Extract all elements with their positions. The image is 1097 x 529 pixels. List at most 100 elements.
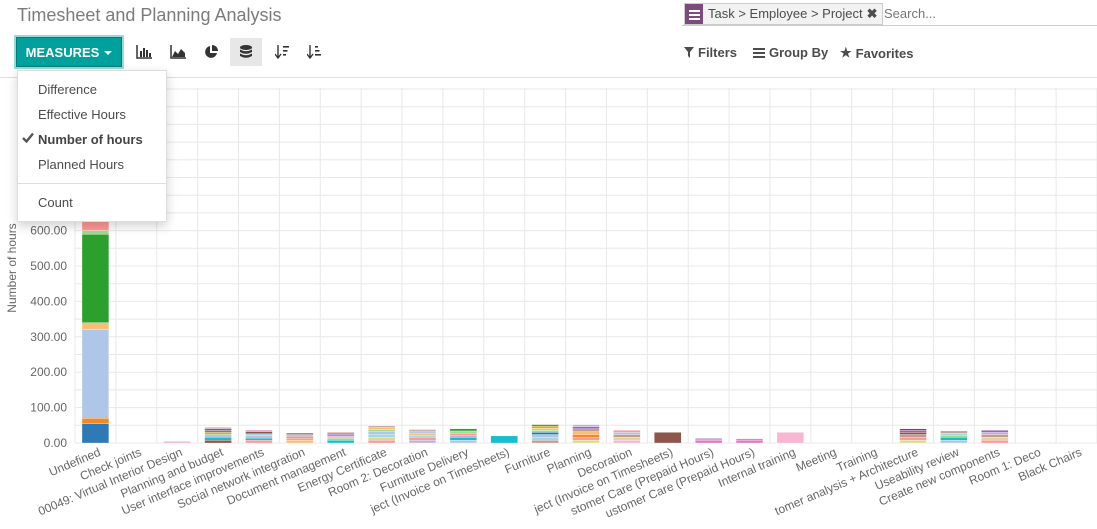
bar-segment[interactable] bbox=[81, 230, 110, 235]
bar-segment[interactable] bbox=[408, 437, 437, 441]
bar-segment[interactable] bbox=[204, 430, 232, 433]
bar-segment[interactable] bbox=[899, 437, 927, 441]
bar-segment[interactable] bbox=[286, 434, 314, 437]
bar-segment[interactable] bbox=[981, 430, 1009, 433]
bar-segment[interactable] bbox=[735, 440, 764, 444]
bar-segment[interactable] bbox=[81, 322, 110, 330]
bar-segment[interactable] bbox=[204, 428, 232, 431]
bar-segment[interactable] bbox=[613, 434, 641, 438]
pie-chart-button[interactable] bbox=[195, 38, 227, 66]
bar-segment[interactable] bbox=[613, 437, 641, 441]
bar-segment[interactable] bbox=[572, 424, 600, 427]
bar-segment[interactable] bbox=[654, 432, 682, 444]
bar-segment[interactable] bbox=[368, 440, 396, 444]
bar-segment[interactable] bbox=[368, 429, 396, 432]
bar-segment[interactable] bbox=[572, 428, 600, 432]
bar-segment[interactable] bbox=[81, 233, 110, 323]
bar-segment[interactable] bbox=[368, 434, 396, 438]
bar-segment[interactable] bbox=[81, 418, 110, 424]
measure-item-effective-hours[interactable]: Effective Hours bbox=[18, 103, 166, 125]
bar-segment[interactable] bbox=[940, 437, 968, 441]
bar-segment[interactable] bbox=[531, 440, 559, 444]
bar-segment[interactable] bbox=[204, 427, 232, 429]
measure-item-count[interactable]: Count bbox=[18, 191, 166, 213]
bar-segment[interactable] bbox=[245, 437, 273, 441]
bar-segment[interactable] bbox=[572, 440, 600, 444]
bar-segment[interactable] bbox=[531, 437, 559, 441]
bar-segment[interactable] bbox=[449, 440, 477, 444]
bar-segment[interactable] bbox=[245, 435, 273, 439]
bar-segment[interactable] bbox=[81, 329, 110, 419]
bar-segment[interactable] bbox=[368, 427, 396, 430]
bar-segment[interactable] bbox=[204, 432, 232, 435]
measure-item-number-of-hours[interactable]: Number of hours bbox=[18, 128, 166, 150]
bar-segment[interactable] bbox=[899, 434, 927, 438]
bar-segment[interactable] bbox=[286, 440, 314, 444]
bar-segment[interactable] bbox=[245, 433, 273, 437]
bar-segment[interactable] bbox=[776, 432, 804, 444]
bar-segment[interactable] bbox=[81, 423, 110, 444]
favorites-button[interactable]: ★ Favorites bbox=[840, 45, 913, 61]
bar-segment[interactable] bbox=[408, 440, 437, 444]
stacked-toggle-button[interactable] bbox=[230, 38, 262, 66]
bar-segment[interactable] bbox=[368, 431, 396, 435]
line-chart-button[interactable] bbox=[162, 38, 194, 66]
bar-segment[interactable] bbox=[327, 435, 355, 439]
bar-segment[interactable] bbox=[327, 432, 355, 435]
bar-segment[interactable] bbox=[613, 430, 641, 433]
bar-segment[interactable] bbox=[163, 441, 191, 444]
bar-segment[interactable] bbox=[327, 437, 355, 441]
bar-segment[interactable] bbox=[449, 428, 477, 432]
bar-segment[interactable] bbox=[940, 432, 968, 436]
bar-segment[interactable] bbox=[449, 437, 477, 441]
bar-segment[interactable] bbox=[981, 440, 1009, 444]
facet-remove-icon[interactable]: ✖ bbox=[866, 6, 878, 21]
bar-segment[interactable] bbox=[531, 432, 559, 435]
bar-segment[interactable] bbox=[245, 440, 273, 444]
bar-segment[interactable] bbox=[449, 435, 477, 438]
bar-segment[interactable] bbox=[572, 426, 600, 429]
bar-segment[interactable] bbox=[286, 432, 314, 435]
groupby-button[interactable]: Group By bbox=[753, 45, 828, 60]
bar-segment[interactable] bbox=[408, 430, 437, 434]
sort-descending-button[interactable] bbox=[266, 38, 298, 66]
bar-segment[interactable] bbox=[899, 428, 927, 431]
bar-segment[interactable] bbox=[531, 424, 559, 427]
groupby-facet[interactable]: Task > Employee > Project ✖ bbox=[684, 3, 883, 25]
bar-segment[interactable] bbox=[408, 432, 437, 436]
bar-segment[interactable] bbox=[245, 430, 273, 432]
bar-segment[interactable] bbox=[981, 434, 1009, 438]
bar-segment[interactable] bbox=[899, 440, 927, 444]
bar-segment[interactable] bbox=[531, 425, 559, 429]
bar-segment[interactable] bbox=[531, 427, 559, 431]
bar-segment[interactable] bbox=[531, 434, 559, 438]
search-bar[interactable]: Task > Employee > Project ✖ bbox=[682, 3, 1097, 26]
bar-segment[interactable] bbox=[940, 430, 968, 434]
bar-segment[interactable] bbox=[940, 435, 968, 438]
bar-segment[interactable] bbox=[572, 431, 600, 435]
filters-button[interactable]: Filters bbox=[684, 45, 737, 60]
bar-segment[interactable] bbox=[899, 432, 927, 435]
bar-segment[interactable] bbox=[368, 437, 396, 441]
bar-segment[interactable] bbox=[695, 440, 723, 444]
bar-segment[interactable] bbox=[490, 435, 518, 444]
bar-segment[interactable] bbox=[695, 437, 723, 441]
bar-segment[interactable] bbox=[245, 431, 273, 434]
bar-segment[interactable] bbox=[940, 440, 968, 444]
measure-item-difference[interactable]: Difference bbox=[18, 78, 166, 100]
bar-segment[interactable] bbox=[204, 440, 232, 444]
bar-segment[interactable] bbox=[204, 434, 232, 438]
sort-ascending-button[interactable] bbox=[298, 38, 330, 66]
bar-segment[interactable] bbox=[327, 440, 355, 444]
bar-chart-button[interactable] bbox=[128, 38, 160, 66]
bar-segment[interactable] bbox=[449, 432, 477, 436]
bar-segment[interactable] bbox=[613, 440, 641, 444]
bar-segment[interactable] bbox=[899, 430, 927, 433]
bar-segment[interactable] bbox=[735, 438, 764, 441]
bar-segment[interactable] bbox=[981, 437, 1009, 441]
bar-segment[interactable] bbox=[408, 435, 437, 438]
bar-segment[interactable] bbox=[286, 437, 314, 441]
bar-segment[interactable] bbox=[613, 432, 641, 435]
bar-segment[interactable] bbox=[449, 430, 477, 434]
bar-segment[interactable] bbox=[408, 429, 437, 432]
